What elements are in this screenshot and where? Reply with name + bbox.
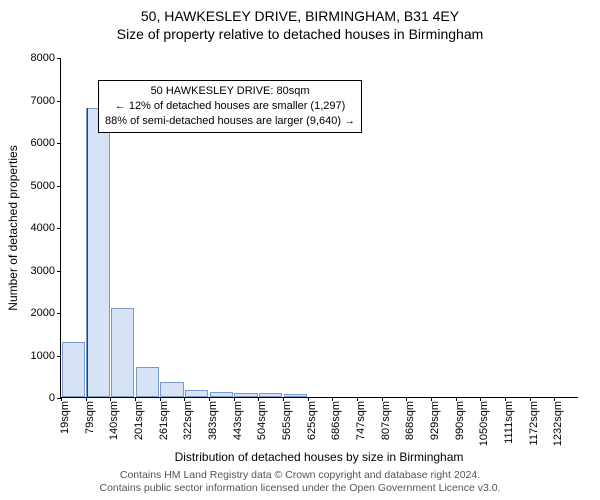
x-tick-label: 807sqm [380,362,392,401]
x-tick-label: 625sqm [306,362,318,401]
y-tick-label: 8000 [31,52,55,64]
y-tick-mark [57,186,61,187]
y-tick-label: 3000 [31,265,55,277]
x-tick-label: 79sqm [84,368,96,401]
x-tick-label: 201sqm [133,362,145,401]
x-tick-label: 686sqm [330,362,342,401]
x-tick-label: 565sqm [281,362,293,401]
x-tick-label: 261sqm [158,362,170,401]
x-tick-label: 1050sqm [478,356,490,401]
x-tick-label: 990sqm [454,362,466,401]
y-tick-label: 0 [49,392,55,404]
y-tick-label: 1000 [31,350,55,362]
x-tick-label: 443sqm [232,362,244,401]
x-tick-label: 504sqm [256,362,268,401]
y-tick-label: 5000 [31,180,55,192]
y-tick-mark [57,313,61,314]
annotation-line: 88% of semi-detached houses are larger (… [105,114,355,129]
footer-attribution: Contains HM Land Registry data © Crown c… [0,469,600,496]
y-tick-label: 4000 [31,222,55,234]
y-tick-mark [57,143,61,144]
chart-container: 50, HAWKESLEY DRIVE, BIRMINGHAM, B31 4EY… [0,0,600,500]
x-tick-label: 383sqm [207,362,219,401]
x-tick-label: 929sqm [429,362,441,401]
x-tick-label: 140sqm [108,362,120,401]
y-tick-label: 7000 [31,95,55,107]
x-axis-label: Distribution of detached houses by size … [175,450,464,464]
marker-line [87,108,88,397]
x-tick-label: 1232sqm [552,356,564,401]
footer-line-2: Contains public sector information licen… [0,482,600,496]
y-tick-mark [57,356,61,357]
chart-zone: Number of detached properties 0100020003… [60,58,578,398]
y-tick-label: 2000 [31,307,55,319]
x-tick-label: 1172sqm [528,357,540,401]
y-tick-mark [57,228,61,229]
x-tick-label: 747sqm [355,362,367,401]
title-address: 50, HAWKESLEY DRIVE, BIRMINGHAM, B31 4EY [0,0,600,24]
y-tick-mark [57,101,61,102]
x-tick-label: 19sqm [59,368,71,401]
histogram-bar [86,108,109,397]
y-axis-label: Number of detached properties [6,145,20,310]
y-tick-mark [57,271,61,272]
annotation-line: 50 HAWKESLEY DRIVE: 80sqm [105,84,355,99]
annotation-box: 50 HAWKESLEY DRIVE: 80sqm← 12% of detach… [98,80,362,133]
y-tick-mark [57,58,61,59]
x-tick-label: 868sqm [404,362,416,401]
y-tick-label: 6000 [31,137,55,149]
x-tick-label: 1111sqm [503,358,515,401]
annotation-line: ← 12% of detached houses are smaller (1,… [105,99,355,114]
x-tick-label: 322sqm [182,362,194,401]
title-subtitle: Size of property relative to detached ho… [0,24,600,42]
footer-line-1: Contains HM Land Registry data © Crown c… [0,469,600,483]
